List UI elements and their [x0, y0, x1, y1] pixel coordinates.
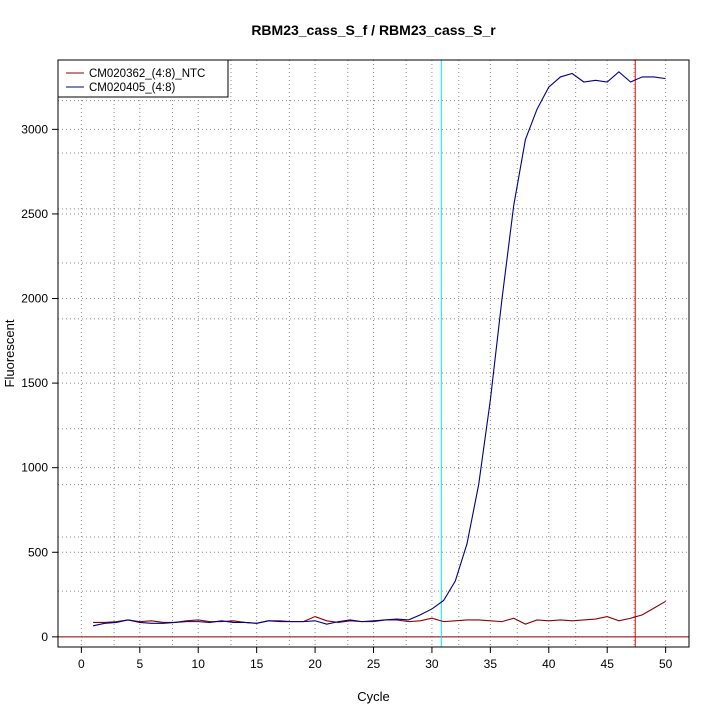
y-tick-label: 500: [28, 545, 48, 559]
chart-title: RBM23_cass_S_f / RBM23_cass_S_r: [251, 22, 496, 38]
y-axis-title: Fluorescent: [2, 319, 17, 387]
x-tick-label: 30: [425, 657, 439, 671]
grid-layer: [58, 60, 689, 647]
x-tick-label: 50: [659, 657, 673, 671]
x-tick-label: 5: [136, 657, 143, 671]
x-tick-label: 40: [542, 657, 556, 671]
reference-lines: [58, 60, 689, 647]
x-tick-label: 35: [484, 657, 498, 671]
legend-label-sample: CM020405_(4:8): [89, 82, 175, 94]
legend-label-ntc: CM020362_(4:8)_NTC: [89, 68, 205, 80]
series-layer: [92, 71, 666, 627]
y-tick-label: 3000: [21, 122, 48, 136]
x-tick-label: 15: [250, 657, 264, 671]
series-line-sample: [92, 71, 666, 627]
legend-box: [57, 59, 229, 98]
y-tick-label: 2000: [21, 292, 48, 306]
legend: CM020362_(4:8)_NTC CM020405_(4:8): [57, 59, 229, 98]
x-tick-label: 25: [367, 657, 381, 671]
x-axis-title: Cycle: [357, 689, 390, 704]
x-tick-label: 0: [78, 657, 85, 671]
y-axis: 0 500 1000 1500 2000 2500 3000: [21, 122, 58, 644]
y-tick-label: 2500: [21, 207, 48, 221]
x-tick-label: 45: [601, 657, 615, 671]
x-tick-label: 20: [308, 657, 322, 671]
y-tick-label: 1000: [21, 461, 48, 475]
x-tick-label: 10: [192, 657, 206, 671]
x-axis: 0 5 10 15 20 25 30 35 40 45 50: [78, 647, 673, 671]
y-tick-label: 0: [41, 630, 48, 644]
y-tick-label: 1500: [21, 376, 48, 390]
